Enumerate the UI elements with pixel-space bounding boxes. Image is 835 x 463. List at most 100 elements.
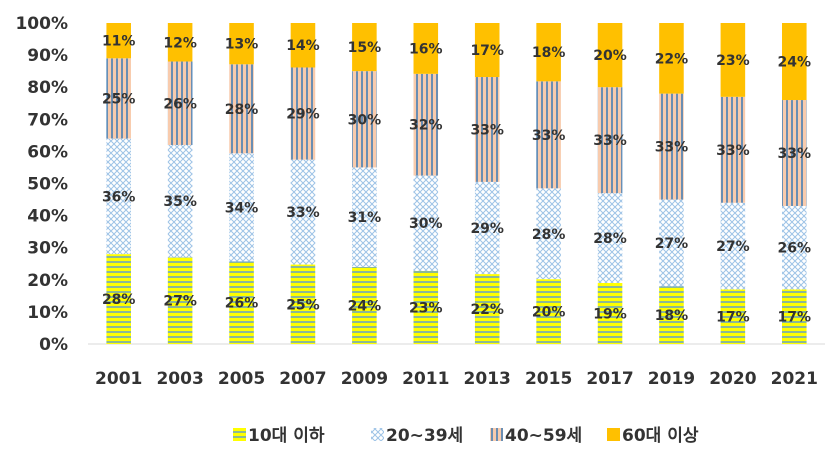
bar-segment	[167, 23, 193, 62]
bar-segment	[474, 23, 500, 78]
data-label: 36%	[102, 189, 136, 205]
bar-segment	[413, 270, 439, 344]
bar-segment	[720, 23, 746, 97]
bar-segment	[536, 23, 561, 82]
x-tick-label: 2015	[525, 369, 572, 389]
data-label: 16%	[409, 41, 443, 57]
legend-label: 60대 이상	[622, 426, 699, 446]
data-label: 25%	[102, 91, 136, 107]
data-label: 33%	[655, 140, 689, 156]
x-tick-label: 2007	[279, 369, 326, 389]
data-label: 33%	[716, 143, 750, 159]
data-label: 28%	[225, 102, 259, 118]
data-label: 18%	[532, 45, 566, 61]
bar-segment	[352, 71, 377, 168]
data-label: 14%	[286, 38, 320, 54]
data-label: 33%	[286, 205, 320, 221]
y-tick-label: 90%	[27, 46, 68, 66]
x-tick-label: 2009	[341, 369, 388, 389]
data-label: 17%	[716, 310, 750, 326]
legend: 10대 이하 20~39세 40~59세 60대 이상	[233, 426, 699, 446]
bar-segment	[597, 193, 623, 284]
y-tick-label: 100%	[15, 14, 68, 34]
data-label: 19%	[593, 307, 627, 323]
bar-segment	[290, 23, 316, 68]
bar-segment	[720, 202, 746, 290]
data-label: 23%	[716, 53, 750, 69]
y-tick-label: 40%	[27, 207, 68, 227]
bar-segment	[782, 205, 807, 290]
data-label: 29%	[470, 221, 504, 237]
bar-segment	[352, 23, 377, 72]
data-label: 22%	[655, 51, 689, 67]
bar-segment	[597, 87, 623, 194]
data-label: 24%	[778, 55, 812, 71]
data-label: 30%	[409, 216, 443, 232]
data-label: 31%	[348, 210, 382, 226]
bar-segment	[536, 279, 561, 344]
bar-segment	[167, 257, 193, 344]
bar-segment	[597, 283, 623, 344]
data-label: 32%	[409, 118, 443, 134]
data-label: 30%	[348, 112, 382, 128]
x-tick-label: 2003	[156, 369, 203, 389]
bar-segment	[229, 261, 254, 344]
legend-label: 10대 이하	[248, 426, 325, 446]
bar-segment	[229, 23, 254, 65]
bar-segment	[659, 199, 684, 287]
data-label: 26%	[778, 241, 812, 257]
legend-swatch	[371, 428, 384, 441]
x-tick-label: 2020	[709, 369, 756, 389]
bar-segment	[474, 77, 500, 182]
x-tick-label: 2013	[464, 369, 511, 389]
data-label: 33%	[532, 128, 566, 144]
data-label: 29%	[286, 107, 320, 123]
data-label: 26%	[225, 296, 259, 312]
bar-segment	[536, 81, 561, 189]
data-label: 27%	[716, 239, 750, 255]
data-label: 18%	[655, 308, 689, 324]
bar-segment	[782, 289, 807, 344]
legend-label: 20~39세	[386, 426, 463, 446]
x-axis: 2001 2003 2005 2007 2009 2011 2013 2015 2017 2019…	[95, 369, 818, 389]
legend-swatch	[233, 428, 246, 441]
data-label: 33%	[778, 146, 812, 162]
bar-segment	[106, 23, 131, 59]
bar-segment	[106, 58, 131, 139]
bar-segment	[413, 23, 439, 74]
bar-segment	[290, 159, 316, 265]
y-tick-label: 70%	[27, 110, 68, 130]
x-tick-label: 2001	[95, 369, 142, 389]
bar-segment	[229, 64, 254, 154]
y-tick-label: 0%	[39, 335, 68, 355]
x-tick-label: 2017	[586, 369, 633, 389]
data-label: 17%	[470, 43, 504, 59]
legend-label: 40~59세	[505, 426, 582, 446]
data-label: 24%	[348, 298, 382, 314]
bar-segment	[290, 67, 316, 160]
y-tick-label: 20%	[27, 271, 68, 291]
data-label: 27%	[655, 236, 689, 252]
bar-segment	[167, 61, 193, 145]
y-axis: 0% 10% 20% 30% 40% 50% 60% 70% 80% 90% 100%	[15, 14, 68, 355]
bar-segment	[720, 289, 746, 344]
x-tick-label: 2011	[402, 369, 449, 389]
bar-segment	[782, 23, 807, 101]
y-tick-label: 30%	[27, 239, 68, 259]
bar-segment	[290, 264, 316, 344]
bar-segment	[106, 254, 131, 344]
bar-segment	[659, 23, 684, 94]
bar-segment	[659, 286, 684, 344]
y-tick-label: 60%	[27, 142, 68, 162]
data-label: 22%	[470, 302, 504, 318]
x-tick-label: 2021	[771, 369, 818, 389]
y-tick-label: 50%	[27, 175, 68, 195]
data-label: 33%	[593, 133, 627, 149]
data-label: 28%	[593, 231, 627, 247]
data-label: 13%	[225, 37, 259, 53]
data-labels: 28% 36% 25% 11% 27% 35% 26% 12% 26% 34% 28% 13% 25% 3…	[102, 34, 811, 326]
data-label: 20%	[593, 48, 627, 64]
bars	[106, 23, 807, 344]
data-label: 34%	[225, 200, 259, 216]
